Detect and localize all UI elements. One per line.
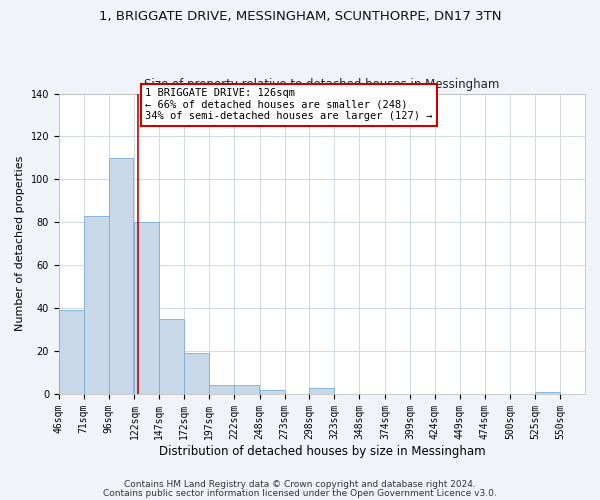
Bar	[310, 388, 334, 394]
Text: Contains HM Land Registry data © Crown copyright and database right 2024.: Contains HM Land Registry data © Crown c…	[124, 480, 476, 489]
Bar	[83, 216, 109, 394]
Bar	[134, 222, 159, 394]
Bar	[535, 392, 560, 394]
Title: Size of property relative to detached houses in Messingham: Size of property relative to detached ho…	[144, 78, 500, 91]
Bar	[209, 386, 234, 394]
Text: Contains public sector information licensed under the Open Government Licence v3: Contains public sector information licen…	[103, 488, 497, 498]
Text: 1, BRIGGATE DRIVE, MESSINGHAM, SCUNTHORPE, DN17 3TN: 1, BRIGGATE DRIVE, MESSINGHAM, SCUNTHORP…	[99, 10, 501, 23]
Bar	[109, 158, 133, 394]
X-axis label: Distribution of detached houses by size in Messingham: Distribution of detached houses by size …	[158, 444, 485, 458]
Bar	[260, 390, 284, 394]
Bar	[234, 386, 259, 394]
Bar	[59, 310, 83, 394]
Bar	[159, 319, 184, 394]
Text: 1 BRIGGATE DRIVE: 126sqm
← 66% of detached houses are smaller (248)
34% of semi-: 1 BRIGGATE DRIVE: 126sqm ← 66% of detach…	[145, 88, 433, 122]
Y-axis label: Number of detached properties: Number of detached properties	[15, 156, 25, 332]
Bar	[184, 353, 209, 394]
